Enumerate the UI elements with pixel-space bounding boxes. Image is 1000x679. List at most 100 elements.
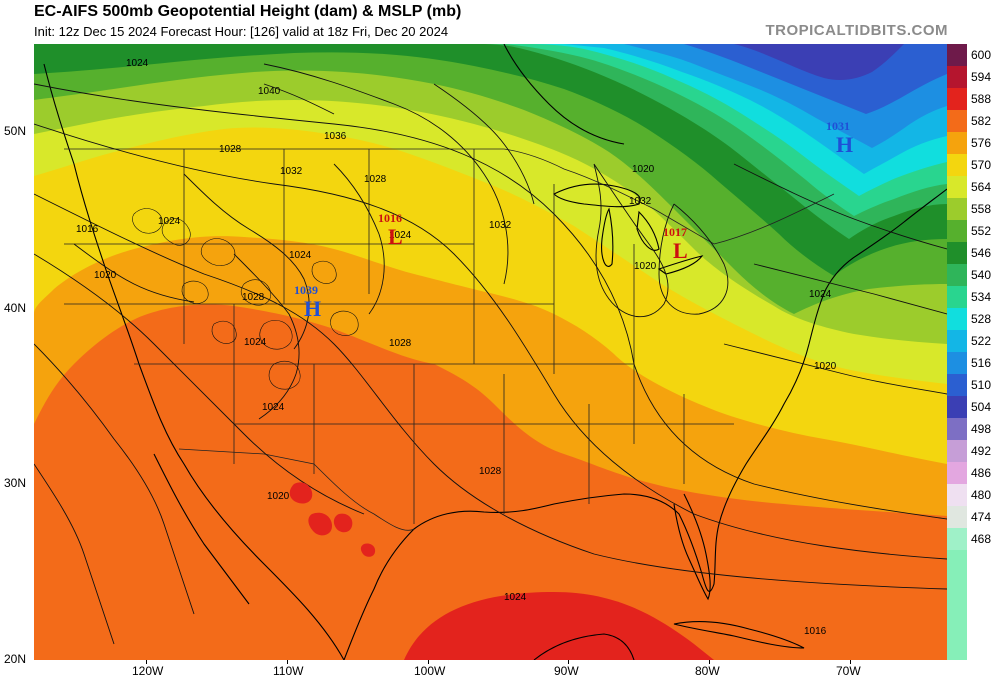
colorbar-level-534: 534 bbox=[947, 286, 1000, 308]
colorbar-level-498: 498 bbox=[947, 418, 1000, 440]
low-pressure-value: 1017 bbox=[663, 225, 687, 239]
chart-subtitle: Init: 12z Dec 15 2024 Forecast Hour: [12… bbox=[34, 24, 449, 39]
colorbar-swatch bbox=[947, 308, 967, 330]
lon-label: 110W bbox=[273, 664, 304, 678]
lat-label: 30N bbox=[3, 476, 26, 490]
high-pressure-value: 1031 bbox=[826, 119, 850, 133]
colorbar-level-552: 552 bbox=[947, 220, 1000, 242]
high-pressure-letter: H bbox=[304, 296, 321, 321]
isobar-label: 1024 bbox=[244, 337, 267, 348]
weather-map: 1024 1040 1036 1028 1032 1024 1016 1020 1028 1032… bbox=[34, 44, 947, 660]
colorbar-swatch bbox=[947, 330, 967, 352]
colorbar-level-510: 510 bbox=[947, 374, 1000, 396]
colorbar-label: 498 bbox=[971, 422, 992, 436]
lon-label: 100W bbox=[414, 664, 446, 678]
colorbar-label: 474 bbox=[971, 510, 992, 524]
isobar-label: 1032 bbox=[280, 166, 303, 177]
east-coast bbox=[808, 188, 947, 345]
colorbar-bottom-swatch bbox=[947, 550, 967, 660]
colorbar-swatch bbox=[947, 132, 967, 154]
colorbar-swatch bbox=[947, 374, 967, 396]
isobar-label: 1024 bbox=[809, 289, 832, 300]
colorbar-swatch bbox=[947, 462, 967, 484]
colorbar-level-570: 570 bbox=[947, 154, 1000, 176]
colorbar-level-516: 516 bbox=[947, 352, 1000, 374]
colorbar-level-582: 582 bbox=[947, 110, 1000, 132]
isobar-label: 1024 bbox=[289, 250, 312, 261]
colorbar-swatch bbox=[947, 286, 967, 308]
isobar-label: 1028 bbox=[364, 174, 387, 185]
mexico-heights bbox=[289, 482, 376, 557]
chart-title: EC-AIFS 500mb Geopotential Height (dam) … bbox=[34, 3, 462, 20]
colorbar-label: 486 bbox=[971, 466, 992, 480]
isobar-label: 1024 bbox=[126, 58, 149, 69]
colorbar-swatch bbox=[947, 242, 967, 264]
isobar-label: 1028 bbox=[242, 292, 265, 303]
colorbar-label: 528 bbox=[971, 312, 992, 326]
lon-tick bbox=[146, 660, 147, 664]
high-pressure-letter: H bbox=[836, 132, 853, 157]
isobar-label: 1016 bbox=[76, 224, 99, 235]
great-lakes-erie bbox=[657, 255, 704, 275]
great-lakes-michigan bbox=[601, 207, 614, 267]
colorbar-swatch bbox=[947, 418, 967, 440]
lat-label: 40N bbox=[3, 301, 26, 315]
yucatan bbox=[533, 633, 635, 660]
colorbar-swatch bbox=[947, 220, 967, 242]
colorbar-level-600: 600 bbox=[947, 44, 1000, 66]
colorbar-level-468: 468 bbox=[947, 528, 1000, 550]
isobar-label: 1036 bbox=[324, 131, 347, 142]
colorbar-label: 582 bbox=[971, 114, 992, 128]
colorbar-swatch bbox=[947, 352, 967, 374]
colorbar-swatch bbox=[947, 396, 967, 418]
isobar-label: 1024 bbox=[504, 592, 527, 603]
colorbar-level-546: 546 bbox=[947, 242, 1000, 264]
colorbar-label: 504 bbox=[971, 400, 992, 414]
colorbar-swatch bbox=[947, 154, 967, 176]
low-pressure-letter: L bbox=[673, 238, 688, 263]
colorbar-swatch bbox=[947, 484, 967, 506]
colorbar-swatch bbox=[947, 88, 967, 110]
lon-label: 120W bbox=[132, 664, 164, 678]
colorbar-label: 558 bbox=[971, 202, 992, 216]
colorbar-swatch bbox=[947, 198, 967, 220]
isobar-label: 1028 bbox=[389, 338, 412, 349]
isobar-label: 1040 bbox=[258, 86, 281, 97]
lon-tick bbox=[709, 660, 710, 664]
florida bbox=[673, 493, 711, 601]
lat-label: 20N bbox=[3, 652, 26, 666]
low-pressure-value: 1016 bbox=[378, 211, 402, 225]
colorbar-level-558: 558 bbox=[947, 198, 1000, 220]
isobar-label: 1032 bbox=[489, 220, 512, 231]
lat-label: 50N bbox=[3, 124, 26, 138]
colorbar-label: 468 bbox=[971, 532, 992, 546]
colorbar-label: 588 bbox=[971, 92, 992, 106]
colorbar-label: 492 bbox=[971, 444, 992, 458]
low-pressure-letter: L bbox=[388, 224, 403, 249]
isobar-label: 1020 bbox=[814, 361, 837, 372]
lon-label: 90W bbox=[554, 664, 579, 678]
isobar-label: 1020 bbox=[267, 491, 290, 502]
colorbar-label: 594 bbox=[971, 70, 992, 84]
height-band-588 bbox=[404, 592, 714, 660]
colorbar-level-564: 564 bbox=[947, 176, 1000, 198]
high-pressure-value: 1039 bbox=[294, 283, 318, 297]
colorbar-label: 534 bbox=[971, 290, 992, 304]
colorbar-swatch bbox=[947, 264, 967, 286]
colorbar-level-528: 528 bbox=[947, 308, 1000, 330]
isobar-label: 1024 bbox=[158, 216, 181, 227]
colorbar-level-504: 504 bbox=[947, 396, 1000, 418]
colorbar-level-522: 522 bbox=[947, 330, 1000, 352]
colorbar-level-480: 480 bbox=[947, 484, 1000, 506]
colorbar-swatch bbox=[947, 506, 967, 528]
colorbar-level-576: 576 bbox=[947, 132, 1000, 154]
us-canada-border bbox=[64, 148, 835, 245]
isobar-label: 1028 bbox=[479, 466, 502, 477]
isobar-labels: 1024 1040 1036 1028 1032 1024 1016 1020 1028 1032… bbox=[76, 58, 837, 637]
great-lakes-huron bbox=[636, 210, 660, 251]
height-band-504 bbox=[734, 44, 904, 80]
colorbar-label: 516 bbox=[971, 356, 992, 370]
lon-tick bbox=[428, 660, 429, 664]
colorbar-swatch bbox=[947, 440, 967, 462]
colorbar-label: 570 bbox=[971, 158, 992, 172]
